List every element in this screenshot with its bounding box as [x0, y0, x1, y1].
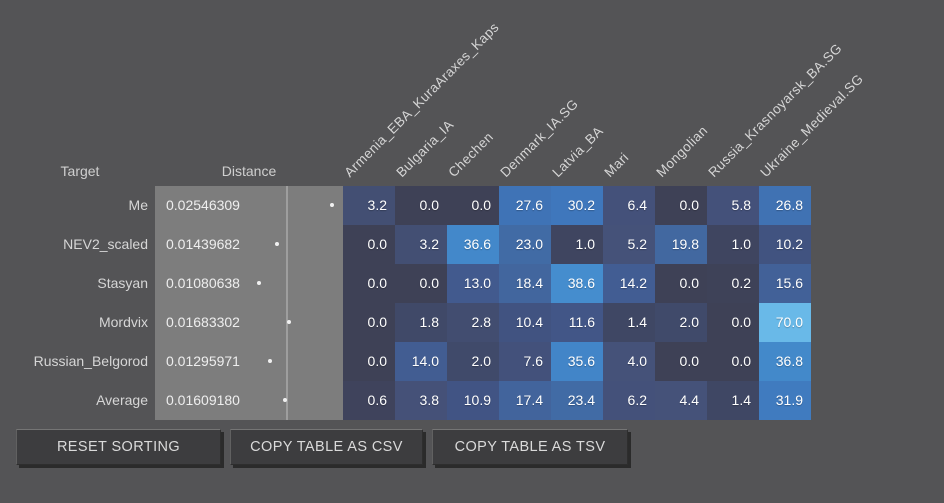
admixture-cell: 0.0 [655, 186, 707, 225]
admixture-cell: 0.0 [343, 303, 395, 342]
admixture-cell: 11.6 [551, 303, 603, 342]
reset-sorting-button[interactable]: RESET SORTING [16, 429, 221, 465]
population-column-header[interactable]: Mongolian [653, 122, 711, 180]
admixture-cell: 1.8 [395, 303, 447, 342]
admixture-cell: 70.0 [759, 303, 811, 342]
admixture-cell: 23.0 [499, 225, 551, 264]
admixture-cell: 31.9 [759, 381, 811, 420]
admixture-cell: 0.0 [343, 342, 395, 381]
admixture-cell: 0.0 [343, 225, 395, 264]
admixture-cell: 5.2 [603, 225, 655, 264]
admixture-cell: 0.0 [655, 342, 707, 381]
admixture-cell: 0.0 [707, 303, 759, 342]
admixture-cell: 13.0 [447, 264, 499, 303]
admixture-cell: 1.0 [707, 225, 759, 264]
table-toolbar: RESET SORTING COPY TABLE AS CSV COPY TAB… [16, 429, 628, 465]
admixture-cell: 6.4 [603, 186, 655, 225]
distance-value: 0.01683302 [166, 314, 240, 330]
admixture-cell: 3.8 [395, 381, 447, 420]
row-target-label: Russian_Belgorod [33, 353, 148, 369]
admixture-cell: 3.2 [395, 225, 447, 264]
admixture-cell: 5.8 [707, 186, 759, 225]
admixture-cell: 2.8 [447, 303, 499, 342]
distance-column-header[interactable]: Distance [221, 163, 277, 179]
table-row: Russian_Belgorod 0.01295971 0.0 14.0 2.0 7.6 3… [0, 342, 944, 381]
admixture-cell: 19.8 [655, 225, 707, 264]
admixture-cell: 0.0 [447, 186, 499, 225]
admixture-cell: 4.4 [655, 381, 707, 420]
distance-bar-divider [286, 186, 288, 420]
population-column-header[interactable]: Chechen [445, 129, 497, 180]
admixture-cell: 17.4 [499, 381, 551, 420]
admixture-cell: 0.6 [343, 381, 395, 420]
admixture-cell: 2.0 [447, 342, 499, 381]
admixture-cell: 38.6 [551, 264, 603, 303]
row-target-label: Me [128, 197, 148, 213]
table-row: Mordvix 0.01683302 0.0 1.8 2.8 10.4 11.6 1.4 2.0… [0, 303, 944, 342]
admixture-cell: 18.4 [499, 264, 551, 303]
admixture-cell: 1.4 [603, 303, 655, 342]
admixture-cell: 0.2 [707, 264, 759, 303]
table-row: Me 0.02546309 3.2 0.0 0.0 27.6 30.2 6.4 0.0 5.8 26… [0, 186, 944, 225]
copy-table-csv-button[interactable]: COPY TABLE AS CSV [230, 429, 423, 465]
target-column-header[interactable]: Target [60, 163, 100, 179]
admixture-cell: 4.0 [603, 342, 655, 381]
admixture-cell: 10.9 [447, 381, 499, 420]
admixture-cell: 27.6 [499, 186, 551, 225]
distance-bar-track [155, 186, 343, 420]
row-target-label: Stasyan [97, 275, 148, 291]
distance-value: 0.01295971 [166, 353, 240, 369]
table-row: NEV2_scaled 0.01439682 0.0 3.2 36.6 23.0 1.0 5.… [0, 225, 944, 264]
admixture-cell: 14.2 [603, 264, 655, 303]
row-target-label: NEV2_scaled [63, 236, 148, 252]
admixture-cell: 3.2 [343, 186, 395, 225]
distance-dot [287, 320, 292, 324]
admixture-cell: 0.0 [655, 264, 707, 303]
table-row: Average 0.01609180 0.6 3.8 10.9 17.4 23.4 6.2 4.… [0, 381, 944, 420]
admixture-cell: 15.6 [759, 264, 811, 303]
admixture-cell: 26.8 [759, 186, 811, 225]
distance-dot [274, 242, 279, 246]
distance-dot [330, 203, 335, 207]
population-column-header[interactable]: Ukraine_Medieval.SG [757, 71, 867, 180]
admixture-cell: 36.6 [447, 225, 499, 264]
admixture-cell: 23.4 [551, 381, 603, 420]
distance-value: 0.02546309 [166, 197, 240, 213]
copy-table-tsv-button[interactable]: COPY TABLE AS TSV [432, 429, 628, 465]
admixture-cell: 36.8 [759, 342, 811, 381]
admixture-cell: 14.0 [395, 342, 447, 381]
admixture-cell: 0.0 [707, 342, 759, 381]
admixture-cell: 10.4 [499, 303, 551, 342]
admixture-cell: 0.0 [395, 186, 447, 225]
distance-dot [283, 398, 288, 402]
distance-dot [267, 359, 272, 363]
admixture-cell: 2.0 [655, 303, 707, 342]
admixture-cell: 0.0 [395, 264, 447, 303]
admixture-cell: 7.6 [499, 342, 551, 381]
admixture-cell: 10.2 [759, 225, 811, 264]
distance-dot [257, 281, 262, 285]
distance-value: 0.01080638 [166, 275, 240, 291]
population-column-header[interactable]: Mari [601, 149, 632, 180]
admixture-cell: 1.0 [551, 225, 603, 264]
admixture-cell: 35.6 [551, 342, 603, 381]
distance-value: 0.01609180 [166, 392, 240, 408]
row-target-label: Average [96, 392, 148, 408]
admixture-cell: 1.4 [707, 381, 759, 420]
distance-value: 0.01439682 [166, 236, 240, 252]
admixture-cell: 30.2 [551, 186, 603, 225]
admixture-cell: 0.0 [343, 264, 395, 303]
table-row: Stasyan 0.01080638 0.0 0.0 13.0 18.4 38.6 14.2 0… [0, 264, 944, 303]
row-target-label: Mordvix [98, 314, 148, 330]
admixture-cell: 6.2 [603, 381, 655, 420]
population-column-header[interactable]: Latvia_BA [549, 123, 607, 180]
